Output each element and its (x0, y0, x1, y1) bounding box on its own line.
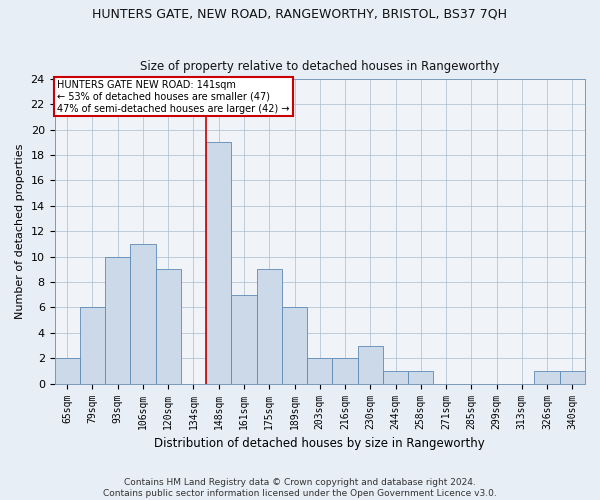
Bar (55, 358, 80, 384)
Bar (130, 244, 155, 384)
Text: HUNTERS GATE, NEW ROAD, RANGEWORTHY, BRISTOL, BS37 7QH: HUNTERS GATE, NEW ROAD, RANGEWORTHY, BRI… (92, 8, 508, 20)
Bar (80, 308, 105, 384)
Text: Contains HM Land Registry data © Crown copyright and database right 2024.
Contai: Contains HM Land Registry data © Crown c… (103, 478, 497, 498)
Bar (332, 358, 358, 384)
Bar (560, 371, 585, 384)
Y-axis label: Number of detached properties: Number of detached properties (15, 144, 25, 319)
Text: HUNTERS GATE NEW ROAD: 141sqm
← 53% of detached houses are smaller (47)
47% of s: HUNTERS GATE NEW ROAD: 141sqm ← 53% of d… (57, 80, 290, 114)
Bar (408, 371, 433, 384)
Bar (282, 308, 307, 384)
Bar (383, 371, 408, 384)
Bar (307, 358, 332, 384)
Bar (257, 270, 282, 384)
Bar (155, 270, 181, 384)
Bar (535, 371, 560, 384)
X-axis label: Distribution of detached houses by size in Rangeworthy: Distribution of detached houses by size … (154, 437, 485, 450)
Title: Size of property relative to detached houses in Rangeworthy: Size of property relative to detached ho… (140, 60, 500, 74)
Bar (105, 256, 130, 384)
Bar (206, 142, 232, 384)
Bar (358, 346, 383, 384)
Bar (232, 295, 257, 384)
